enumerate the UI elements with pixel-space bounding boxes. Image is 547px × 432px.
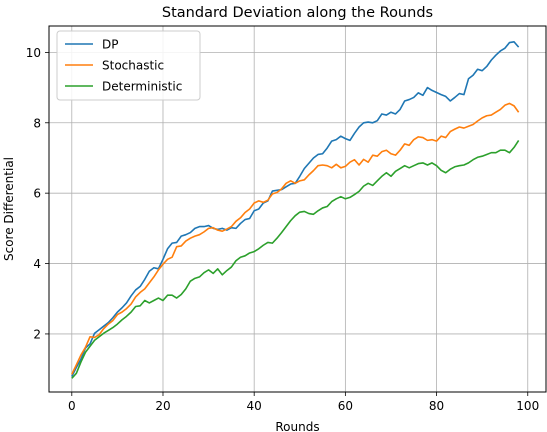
x-tick-label: 100: [516, 399, 539, 413]
grid: [49, 26, 546, 392]
y-tick-label: 4: [33, 257, 41, 271]
y-axis-label: Score Differential: [2, 157, 16, 261]
y-tick-label: 6: [33, 187, 41, 201]
y-tick-label: 8: [33, 116, 41, 130]
legend-label-stochastic: Stochastic: [102, 59, 164, 73]
series-line-stochastic: [71, 102, 520, 375]
plot-frame: [48, 25, 547, 393]
chart-title: Standard Deviation along the Rounds: [162, 5, 433, 21]
series-lines: [71, 41, 520, 379]
x-tick-label: 60: [338, 399, 353, 413]
legend-label-deterministic: Deterministic: [102, 80, 182, 94]
legend-label-dp: DP: [102, 38, 118, 52]
axis-ticks: 0 20 40 60 80 100 2 4 6 8 10: [26, 46, 539, 413]
series-line-deterministic: [71, 139, 520, 379]
legend: DP Stochastic Deterministic: [56, 30, 201, 101]
x-tick-label: 20: [155, 399, 170, 413]
x-axis-label: Rounds: [275, 420, 319, 432]
y-tick-label: 2: [33, 327, 41, 341]
x-tick-label: 0: [68, 399, 76, 413]
legend-box: [56, 30, 201, 101]
x-tick-label: 80: [429, 399, 444, 413]
y-tick-label: 10: [26, 46, 41, 60]
x-tick-label: 40: [247, 399, 262, 413]
